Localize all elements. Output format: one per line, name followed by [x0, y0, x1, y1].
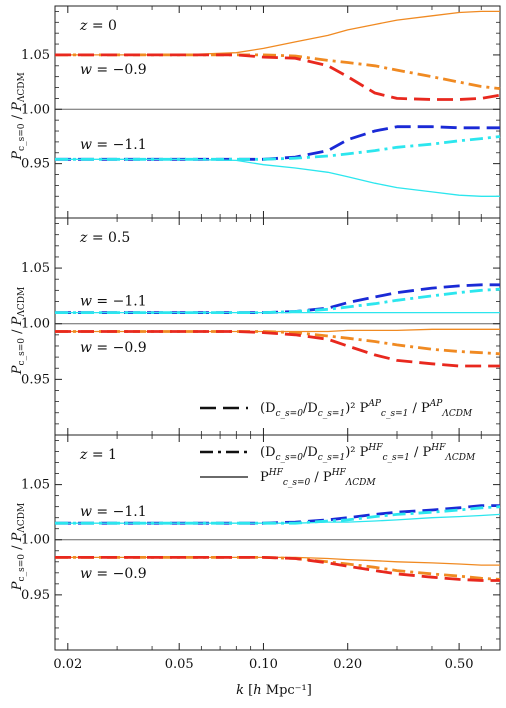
y-tick-label: 0.95: [21, 157, 50, 172]
y-tick-label: 1.05: [21, 261, 50, 276]
x-tick-label: 0.05: [165, 657, 194, 672]
x-tick-label: 0.20: [333, 657, 362, 672]
series-line-w-minus-0-9-dashed: [55, 330, 500, 368]
chart-panel: 0.95 1.00 1.05 z = 0.5 w = −1.1 w = −0.9 Pc_s=…: [10, 217, 501, 436]
panel-label: z = 1: [79, 447, 117, 463]
series-line-w-minus-1-1-dashed: [55, 504, 500, 525]
w-annotation: w = −0.9: [80, 566, 147, 582]
w-annotation: w = −1.1: [80, 504, 147, 520]
chart-panel: 0.95 1.00 1.05 z = 0 w = −0.9 w = −1.1 Pc_s=0 …: [10, 5, 501, 219]
legend-entry: PHFc_s=0 / PHFΛCDM: [200, 468, 376, 488]
panels: 0.95 1.00 1.05 z = 0 w = −0.9 w = −1.1 Pc_s=0 …: [10, 5, 501, 672]
x-tick-label: 0.02: [53, 657, 82, 672]
series-line-w-minus-0-9-solid: [55, 10, 500, 56]
y-tick-label: 1.05: [21, 48, 50, 63]
series-line-w-minus-0-9-dashed: [55, 556, 500, 582]
series-line-w-minus-0-9-solid: [55, 328, 500, 333]
y-tick-label: 1.00: [21, 317, 50, 332]
x-tick-label: 0.50: [445, 657, 474, 672]
legend: (Dc_s=0/Dc_s=1)² PAPc_s=1 / PAPΛCDM (Dc_s…: [200, 399, 476, 488]
legend-label: PHFc_s=0 / PHFΛCDM: [260, 468, 376, 488]
series-line-w-minus-0-9-dashed: [55, 53, 501, 101]
legend-label: (Dc_s=0/Dc_s=1)² PHFc_s=1 / PHFΛCDM: [260, 443, 476, 463]
legend-entry: (Dc_s=0/Dc_s=1)² PAPc_s=1 / PAPΛCDM: [200, 399, 473, 419]
series-line-w-minus-1-1-dashed: [55, 283, 500, 314]
x-axis-label: k [h Mpc⁻¹]: [236, 683, 312, 698]
y-tick-label: 0.95: [21, 372, 50, 387]
series-line-w-minus-1-1-solid: [55, 158, 500, 197]
series-line-w-minus-0-9-dashdot: [55, 53, 501, 90]
y-tick-label: 1.00: [21, 102, 50, 117]
y-tick-label: 1.05: [21, 478, 50, 493]
y-axis-label: Pc_s=0 / PΛCDM: [10, 503, 27, 591]
w-annotation: w = −1.1: [80, 293, 147, 309]
w-annotation: w = −0.9: [80, 62, 147, 78]
chart-panel: 0.95 1.00 1.05 z = 1 w = −1.1 w = −0.9 Pc_s=0 …: [10, 434, 501, 672]
y-axis-label: Pc_s=0 / PΛCDM: [10, 287, 27, 375]
series-line-w-minus-1-1-solid: [55, 513, 501, 524]
legend-label: (Dc_s=0/Dc_s=1)² PAPc_s=1 / PAPΛCDM: [260, 399, 473, 419]
series-line-w-minus-0-9-dashdot: [55, 330, 501, 356]
plot-frame: [54, 5, 501, 219]
legend-entry: (Dc_s=0/Dc_s=1)² PHFc_s=1 / PHFΛCDM: [200, 443, 476, 463]
panel-label: z = 0: [79, 18, 117, 34]
x-tick-label: 0.10: [249, 657, 278, 672]
y-axis-label: Pc_s=0 / PΛCDM: [10, 72, 27, 160]
w-annotation: w = −1.1: [80, 137, 147, 153]
plot-frame: [54, 434, 501, 651]
y-tick-label: 0.95: [21, 588, 50, 603]
y-tick-label: 1.00: [21, 533, 50, 548]
series-line-w-minus-0-9-dashdot: [55, 556, 501, 581]
series-line-w-minus-1-1-dashed: [55, 125, 500, 161]
panel-label: z = 0.5: [79, 230, 130, 246]
w-annotation: w = −0.9: [80, 340, 147, 356]
